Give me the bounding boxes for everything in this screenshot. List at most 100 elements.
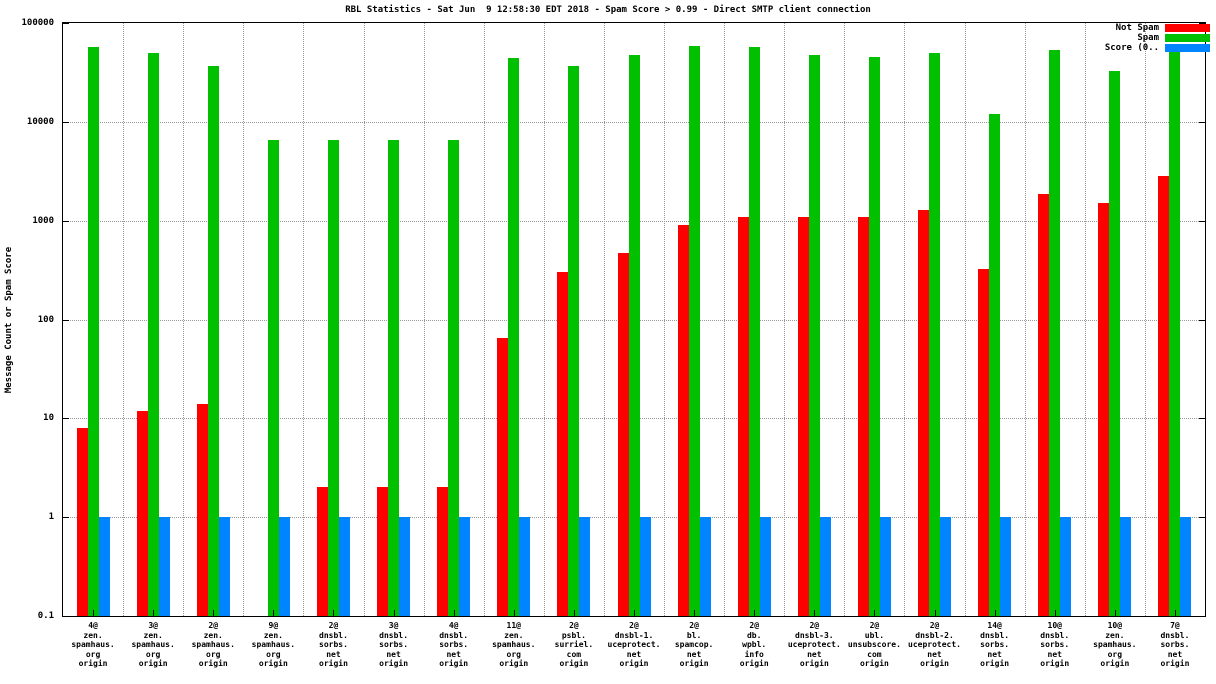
bar-score — [819, 517, 831, 616]
x-tick-mark — [934, 610, 936, 616]
bar-score — [338, 517, 350, 616]
x-tick-mark — [994, 610, 996, 616]
x-tick-label: 4@ dnsbl. sorbs. net origin — [439, 621, 469, 668]
x-gridline — [784, 23, 786, 616]
y-tick-label: 1 — [48, 512, 54, 523]
x-gridline — [603, 23, 605, 616]
y-tick-mark — [63, 121, 69, 123]
bar-spam — [267, 140, 279, 616]
x-tick-mark — [1114, 610, 1116, 616]
bar-spam — [868, 57, 880, 616]
x-tick-mark — [754, 610, 756, 616]
bar-spam — [989, 114, 1001, 616]
bar-score — [879, 517, 891, 616]
x-gridline — [724, 23, 726, 616]
bar-score — [1060, 517, 1072, 616]
x-tick-mark — [1174, 610, 1176, 616]
y-tick-mark — [63, 616, 69, 617]
x-tick-label: 10@ zen. spamhaus. org origin — [1093, 621, 1137, 668]
bar-score — [699, 517, 711, 616]
y-tick-label: 10000 — [26, 116, 54, 127]
bar-score — [459, 517, 471, 616]
x-tick-mark — [453, 610, 455, 616]
bar-spam — [147, 52, 159, 616]
y-tick-label: 10 — [43, 413, 54, 424]
bar-score — [940, 517, 952, 616]
bar-not-spam — [1158, 176, 1170, 616]
bar-score — [1120, 517, 1132, 616]
x-tick-label: 2@ dnsbl-3. uceprotect. net origin — [787, 621, 841, 668]
bar-spam — [688, 46, 700, 616]
x-gridline — [964, 23, 966, 616]
bar-score — [1180, 517, 1192, 616]
bar-not-spam — [737, 217, 749, 616]
bar-not-spam — [918, 210, 930, 616]
bar-score — [639, 517, 651, 616]
y-tick-label: 1000 — [32, 215, 54, 226]
y-tick-mark — [63, 23, 69, 24]
bar-not-spam — [437, 487, 449, 616]
x-gridline — [363, 23, 365, 616]
y-tick-mark — [1199, 418, 1205, 420]
x-gridline — [303, 23, 305, 616]
bar-spam — [87, 47, 99, 616]
bar-score — [399, 517, 411, 616]
x-gridline — [1024, 23, 1026, 616]
x-tick-label: 14@ dnsbl. sorbs. net origin — [980, 621, 1010, 668]
x-tick-mark — [694, 610, 696, 616]
bar-not-spam — [136, 410, 148, 616]
bar-score — [1000, 517, 1012, 616]
bar-not-spam — [857, 216, 869, 616]
bar-score — [759, 517, 771, 616]
bar-not-spam — [557, 272, 569, 616]
y-axis-tick-labels: 0.1 1 10 100 1000 10000 100000 — [0, 18, 58, 621]
x-tick-label: 2@ zen. spamhaus. org origin — [191, 621, 235, 668]
y-tick-mark — [63, 517, 69, 519]
x-tick-mark — [213, 610, 215, 616]
bar-not-spam — [617, 253, 629, 616]
bar-score — [278, 517, 290, 616]
x-tick-label: 7@ dnsbl. sorbs. net origin — [1160, 621, 1190, 668]
bar-score — [158, 517, 170, 616]
bar-spam — [808, 55, 820, 616]
bar-not-spam — [978, 268, 990, 616]
x-tick-label: 2@ dnsbl. sorbs. net origin — [319, 621, 348, 668]
x-tick-label: 2@ ubl. unsubscore. com origin — [847, 621, 901, 668]
x-tick-mark — [874, 610, 876, 616]
y-tick-mark — [1199, 23, 1205, 24]
bar-spam — [748, 47, 760, 616]
x-tick-label: 2@ bl. spamcop. net origin — [674, 621, 714, 668]
plot-area — [62, 22, 1206, 617]
x-tick-label: 2@ psbl. surriel. com origin — [554, 621, 594, 668]
x-gridline — [183, 23, 185, 616]
y-tick-mark — [1199, 616, 1205, 617]
bar-spam — [388, 140, 400, 616]
bar-not-spam — [76, 427, 88, 616]
bar-score — [519, 517, 531, 616]
legend-item: Spam — [1105, 33, 1210, 43]
x-tick-label: 10@ dnsbl. sorbs. net origin — [1040, 621, 1070, 668]
x-tick-label: 2@ db. wpbl. info origin — [739, 621, 769, 668]
x-tick-label: 9@ zen. spamhaus. org origin — [251, 621, 296, 668]
legend-item-label: Not Spam — [1115, 23, 1159, 33]
x-tick-label: 11@ zen. spamhaus. org origin — [492, 621, 536, 668]
legend-item: Score (0.. — [1105, 43, 1210, 53]
x-tick-mark — [393, 610, 395, 616]
legend-swatch — [1165, 34, 1210, 42]
bar-not-spam — [316, 487, 328, 616]
x-tick-label: 3@ zen. spamhaus. org origin — [131, 621, 175, 668]
x-gridline — [243, 23, 245, 616]
bar-not-spam — [497, 338, 509, 616]
bar-spam — [929, 52, 941, 616]
x-tick-label: 2@ dnsbl-2. uceprotect. net origin — [908, 621, 961, 668]
x-tick-mark — [153, 610, 155, 616]
y-tick-mark — [1199, 517, 1205, 519]
bar-not-spam — [1098, 203, 1110, 616]
x-tick-label: 3@ dnsbl. sorbs. net origin — [379, 621, 409, 668]
y-tick-label: 0.1 — [37, 611, 54, 621]
chart-title: RBL Statistics - Sat Jun 9 12:58:30 EDT … — [345, 5, 871, 15]
bar-spam — [327, 140, 339, 616]
x-tick-mark — [93, 610, 95, 616]
x-tick-mark — [634, 610, 635, 616]
y-tick-mark — [1199, 220, 1205, 222]
